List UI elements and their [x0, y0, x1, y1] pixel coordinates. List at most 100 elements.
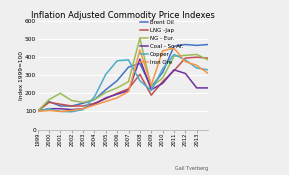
Brent Oil	[115, 80, 119, 82]
LNG -Jap	[47, 101, 51, 103]
Brent Oil	[172, 45, 176, 47]
Coal - So Af.	[172, 69, 176, 71]
Copper	[104, 73, 108, 75]
Copper	[138, 80, 142, 82]
Iron Ore	[184, 61, 187, 63]
NG - Eur.	[149, 86, 153, 88]
Copper	[47, 108, 51, 110]
Coal - So Af.	[138, 58, 142, 60]
Copper	[36, 110, 39, 113]
NG - Eur.	[70, 100, 73, 102]
Brent Oil	[138, 62, 142, 65]
NG - Eur.	[93, 99, 96, 101]
Coal - So Af.	[59, 108, 62, 110]
LNG -Jap	[70, 105, 73, 107]
LNG -Jap	[104, 98, 108, 100]
Brent Oil	[184, 43, 187, 46]
Line: Iron Ore: Iron Ore	[38, 48, 208, 111]
Line: NG - Eur.: NG - Eur.	[38, 38, 208, 111]
Coal - So Af.	[206, 87, 210, 89]
Brent Oil	[36, 110, 39, 113]
Text: Gail Tverberg: Gail Tverberg	[175, 166, 208, 171]
Brent Oil	[161, 71, 164, 74]
LNG -Jap	[36, 110, 39, 113]
Line: Copper: Copper	[38, 54, 208, 112]
NG - Eur.	[47, 99, 51, 101]
Copper	[172, 53, 176, 55]
Brent Oil	[93, 99, 96, 101]
Iron Ore	[115, 97, 119, 99]
NG - Eur.	[81, 101, 85, 103]
LNG -Jap	[81, 105, 85, 107]
NG - Eur.	[195, 53, 199, 55]
NG - Eur.	[36, 110, 39, 113]
Brent Oil	[59, 105, 62, 107]
Iron Ore	[70, 110, 73, 112]
Coal - So Af.	[104, 97, 108, 99]
LNG -Jap	[93, 102, 96, 104]
LNG -Jap	[206, 57, 210, 59]
Brent Oil	[47, 100, 51, 103]
Iron Ore	[149, 84, 153, 86]
LNG -Jap	[127, 88, 130, 90]
Coal - So Af.	[149, 89, 153, 91]
Iron Ore	[104, 100, 108, 103]
Brent Oil	[104, 89, 108, 91]
Coal - So Af.	[81, 108, 85, 110]
Copper	[93, 96, 96, 98]
Y-axis label: Index 1999=100: Index 1999=100	[18, 51, 23, 100]
Iron Ore	[138, 49, 142, 51]
Iron Ore	[127, 90, 130, 93]
Iron Ore	[161, 50, 164, 52]
Brent Oil	[149, 86, 153, 88]
Iron Ore	[81, 108, 85, 110]
NG - Eur.	[115, 87, 119, 89]
LNG -Jap	[138, 73, 142, 75]
NG - Eur.	[138, 37, 142, 39]
LNG -Jap	[161, 80, 164, 83]
Iron Ore	[59, 110, 62, 113]
Copper	[184, 59, 187, 61]
Coal - So Af.	[36, 110, 39, 113]
Brent Oil	[127, 66, 130, 68]
Coal - So Af.	[161, 82, 164, 84]
Iron Ore	[195, 64, 199, 66]
LNG -Jap	[195, 56, 199, 58]
NG - Eur.	[59, 92, 62, 94]
NG - Eur.	[127, 80, 130, 83]
NG - Eur.	[184, 54, 187, 56]
Coal - So Af.	[93, 103, 96, 105]
Copper	[206, 69, 210, 71]
Brent Oil	[195, 44, 199, 46]
LNG -Jap	[172, 70, 176, 72]
Copper	[161, 68, 164, 70]
LNG -Jap	[149, 94, 153, 96]
Copper	[195, 67, 199, 69]
Coal - So Af.	[47, 108, 51, 110]
LNG -Jap	[59, 103, 62, 105]
NG - Eur.	[104, 91, 108, 93]
Iron Ore	[47, 110, 51, 112]
LNG -Jap	[184, 57, 187, 59]
NG - Eur.	[161, 77, 164, 79]
Coal - So Af.	[127, 90, 130, 92]
Line: Brent Oil: Brent Oil	[38, 44, 208, 111]
Coal - So Af.	[70, 108, 73, 111]
Copper	[149, 90, 153, 92]
Copper	[81, 108, 85, 111]
Coal - So Af.	[184, 72, 187, 75]
LNG -Jap	[115, 92, 119, 94]
Iron Ore	[206, 72, 210, 75]
Copper	[115, 60, 119, 62]
Brent Oil	[206, 43, 210, 46]
NG - Eur.	[206, 59, 210, 61]
Iron Ore	[36, 110, 39, 113]
Title: Inflation Adjusted Commodity Price Indexes: Inflation Adjusted Commodity Price Index…	[31, 11, 215, 20]
Line: LNG -Jap: LNG -Jap	[38, 57, 208, 111]
Line: Coal - So Af.: Coal - So Af.	[38, 59, 208, 111]
Copper	[59, 110, 62, 113]
Copper	[127, 59, 130, 61]
Iron Ore	[172, 47, 176, 49]
Coal - So Af.	[195, 87, 199, 89]
Copper	[70, 111, 73, 113]
